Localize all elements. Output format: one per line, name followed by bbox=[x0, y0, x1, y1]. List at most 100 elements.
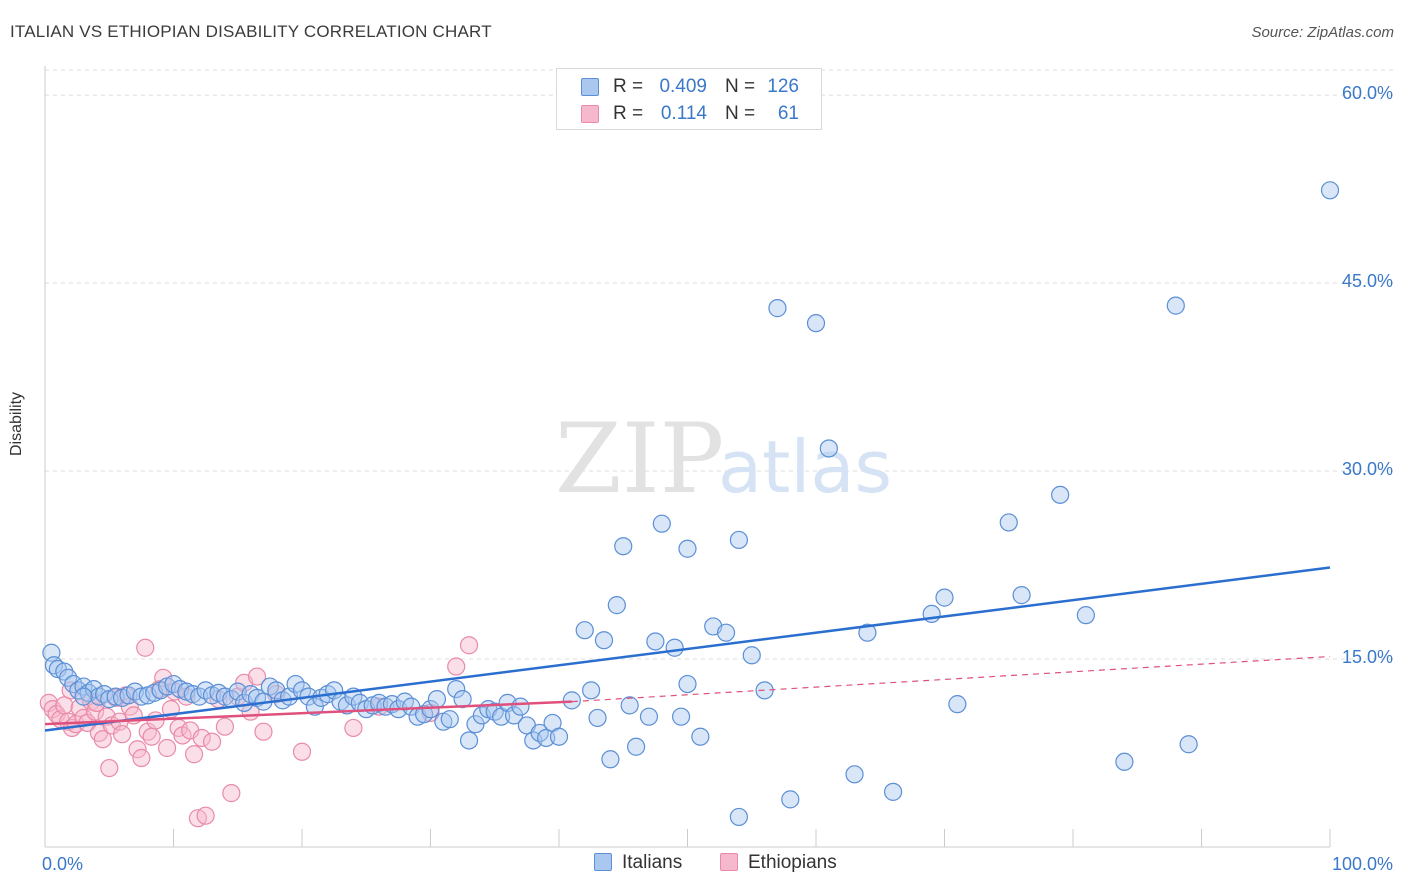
italians-point bbox=[678, 674, 697, 694]
italians-point bbox=[806, 314, 826, 333]
ethiopians-point bbox=[136, 638, 155, 657]
italians-trend-line bbox=[44, 566, 1331, 732]
legend-n-value: 126 bbox=[767, 76, 799, 97]
legend-row-ethiopians: R = 0.114 N = 61 bbox=[557, 100, 823, 128]
y-tick-label: 45.0% bbox=[1342, 271, 1393, 291]
ethiopians-point bbox=[100, 758, 119, 778]
ethiopians-point bbox=[254, 722, 273, 741]
italians-point bbox=[1076, 606, 1095, 625]
y-tick-label: 30.0% bbox=[1342, 459, 1393, 479]
italians-point bbox=[549, 727, 569, 746]
italians-point bbox=[858, 623, 877, 642]
italians-point bbox=[1115, 752, 1134, 771]
y-tick-label: 15.0% bbox=[1342, 647, 1393, 667]
legend-n-label: N = bbox=[725, 103, 756, 124]
italians-point bbox=[678, 539, 697, 558]
italians-point bbox=[562, 691, 581, 710]
italians-point bbox=[594, 631, 614, 650]
italians-point bbox=[620, 696, 639, 715]
axes bbox=[44, 66, 1331, 848]
legend-r-label: R = bbox=[613, 103, 644, 124]
legend-n-label: N = bbox=[725, 76, 756, 97]
x-tick-label: 100.0% bbox=[1332, 854, 1393, 874]
italians-point bbox=[95, 685, 114, 704]
italians-point bbox=[1320, 181, 1340, 200]
italians-point bbox=[716, 623, 736, 642]
watermark-zip: ZIP bbox=[555, 403, 724, 515]
legend: R = 0.409 N = 126 R = 0.114 N = 61 bbox=[556, 68, 822, 130]
italians-point bbox=[537, 728, 556, 748]
ethiopians-trend-extension bbox=[571, 655, 1331, 703]
ethiopians-trend-line bbox=[44, 700, 572, 726]
legend-r-value: 0.409 bbox=[659, 76, 707, 97]
ethiopians-point bbox=[447, 657, 466, 676]
italians-point bbox=[652, 514, 671, 533]
ethiopians-point bbox=[292, 742, 312, 761]
ethiopians-point bbox=[142, 727, 161, 746]
italians-point bbox=[106, 687, 125, 706]
trend-lines bbox=[44, 566, 1331, 732]
italians-point bbox=[447, 679, 466, 699]
ethiopians-point bbox=[157, 738, 177, 758]
italians-point bbox=[601, 750, 620, 769]
ethiopians-point bbox=[192, 728, 211, 748]
italians-point bbox=[588, 708, 607, 728]
italians-point bbox=[453, 690, 472, 709]
italians-point bbox=[948, 695, 967, 714]
y-tick-label: 60.0% bbox=[1342, 83, 1393, 103]
italians-point bbox=[845, 765, 864, 784]
source-label: Source: ZipAtlas.com bbox=[1251, 24, 1394, 41]
italians-point bbox=[575, 621, 594, 640]
italians-point bbox=[614, 537, 633, 556]
y-axis-label: Disability bbox=[8, 391, 25, 456]
legend-r-label: R = bbox=[613, 76, 644, 97]
italians-point bbox=[729, 530, 749, 550]
italians-point bbox=[646, 632, 665, 651]
italians-point bbox=[935, 588, 954, 607]
ethiopians-point bbox=[128, 740, 147, 759]
italians-point bbox=[582, 681, 601, 700]
italians-point bbox=[819, 439, 838, 458]
ethiopians-point bbox=[132, 748, 151, 768]
ethiopians-point bbox=[184, 745, 204, 764]
italians-point bbox=[427, 690, 447, 709]
ethiopians-point bbox=[55, 696, 74, 715]
italians-point bbox=[999, 513, 1018, 532]
italians-point bbox=[607, 596, 626, 615]
ethiopians-point bbox=[202, 732, 222, 751]
ethiopians-point bbox=[344, 718, 363, 738]
x-tick-labels: 0.0% 100.0% bbox=[42, 854, 1393, 874]
grid bbox=[45, 69, 1395, 660]
ethiopians-point bbox=[112, 725, 132, 744]
italians-point bbox=[440, 710, 459, 729]
italians-swatch-icon bbox=[594, 853, 612, 871]
watermark-atlas: atlas bbox=[718, 425, 892, 509]
ethiopians-points bbox=[39, 636, 479, 828]
italians-swatch-icon bbox=[581, 78, 599, 96]
ethiopians-point bbox=[215, 717, 234, 736]
ethiopians-point bbox=[459, 636, 479, 655]
chart-title: ITALIAN VS ETHIOPIAN DISABILITY CORRELAT… bbox=[10, 22, 492, 41]
italians-point bbox=[883, 782, 903, 801]
italians-point bbox=[459, 731, 479, 750]
italians-point bbox=[639, 707, 659, 726]
italians-point bbox=[626, 737, 646, 756]
italians-point bbox=[1179, 735, 1198, 754]
ethiopians-point bbox=[70, 698, 89, 717]
italians-point bbox=[768, 299, 787, 318]
italians-point bbox=[742, 646, 761, 665]
y-tick-labels: 15.0% 30.0% 45.0% 60.0% bbox=[1342, 83, 1393, 667]
italians-legend-label: Italians bbox=[622, 852, 683, 873]
ethiopians-point bbox=[93, 730, 112, 749]
ethiopians-point bbox=[222, 784, 241, 803]
ethiopians-legend-label: Ethiopians bbox=[748, 852, 837, 873]
italians-point bbox=[671, 707, 691, 726]
legend-r-value: 0.114 bbox=[660, 103, 707, 124]
italians-point bbox=[729, 807, 749, 827]
legend-n-value: 61 bbox=[777, 103, 799, 124]
x-tick-label: 0.0% bbox=[42, 854, 83, 874]
italians-points bbox=[42, 181, 1340, 827]
italians-point bbox=[665, 638, 684, 657]
italians-point bbox=[1012, 586, 1031, 605]
